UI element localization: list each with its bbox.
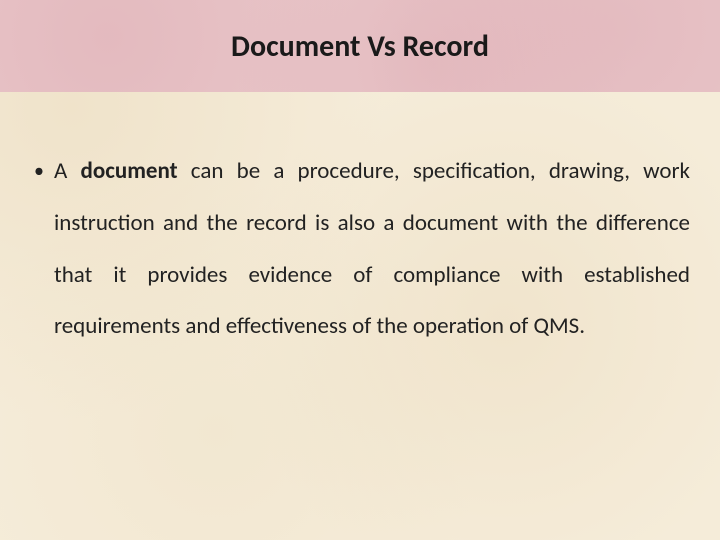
bullet-lead: A [54, 157, 81, 185]
bullet-item: A document can be a procedure, specifica… [30, 146, 690, 353]
title-band: Document Vs Record [0, 0, 720, 92]
bullet-bold: document [81, 157, 178, 185]
slide-body: A document can be a procedure, specifica… [0, 92, 720, 353]
bullet-list: A document can be a procedure, specifica… [30, 146, 690, 353]
slide-title: Document Vs Record [231, 28, 489, 65]
